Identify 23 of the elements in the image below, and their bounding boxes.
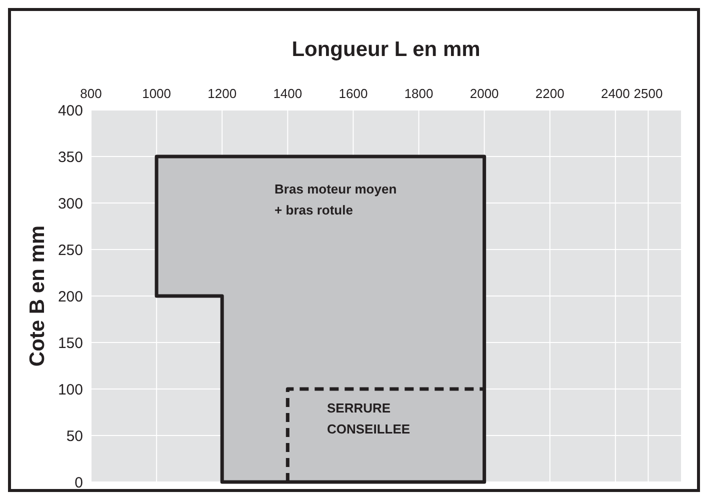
x-axis-title: Longueur L en mm bbox=[292, 38, 480, 61]
x-tick-label: 1600 bbox=[338, 86, 368, 101]
annotation: SERRURE CONSEILLEE bbox=[327, 400, 410, 436]
y-tick-label: 300 bbox=[58, 195, 83, 212]
x-tick-label: 2000 bbox=[470, 86, 499, 101]
y-tick-label: 250 bbox=[58, 242, 83, 259]
x-tick-label: 1000 bbox=[142, 86, 172, 101]
x-tick-label: 2200 bbox=[535, 86, 564, 101]
y-axis-title: Cote B en mm bbox=[26, 225, 49, 367]
x-tick-label: 1800 bbox=[404, 86, 434, 101]
x-tick-label: 2400 bbox=[600, 86, 630, 101]
x-tick-label: 1200 bbox=[208, 86, 237, 101]
x-tick-label: 800 bbox=[80, 86, 102, 101]
y-tick-label: 50 bbox=[66, 428, 83, 445]
y-tick-label: 0 bbox=[74, 474, 83, 492]
y-tick-label: 150 bbox=[58, 334, 83, 352]
y-tick-label: 400 bbox=[58, 102, 83, 120]
x-tick-label: 2500 bbox=[634, 86, 663, 101]
y-tick-label: 350 bbox=[58, 148, 83, 166]
x-tick-label: 1400 bbox=[273, 86, 302, 101]
annotation: Bras moteur moyen + bras rotule bbox=[274, 182, 397, 218]
y-tick-label: 100 bbox=[58, 381, 83, 398]
y-tick-label: 200 bbox=[58, 288, 83, 306]
